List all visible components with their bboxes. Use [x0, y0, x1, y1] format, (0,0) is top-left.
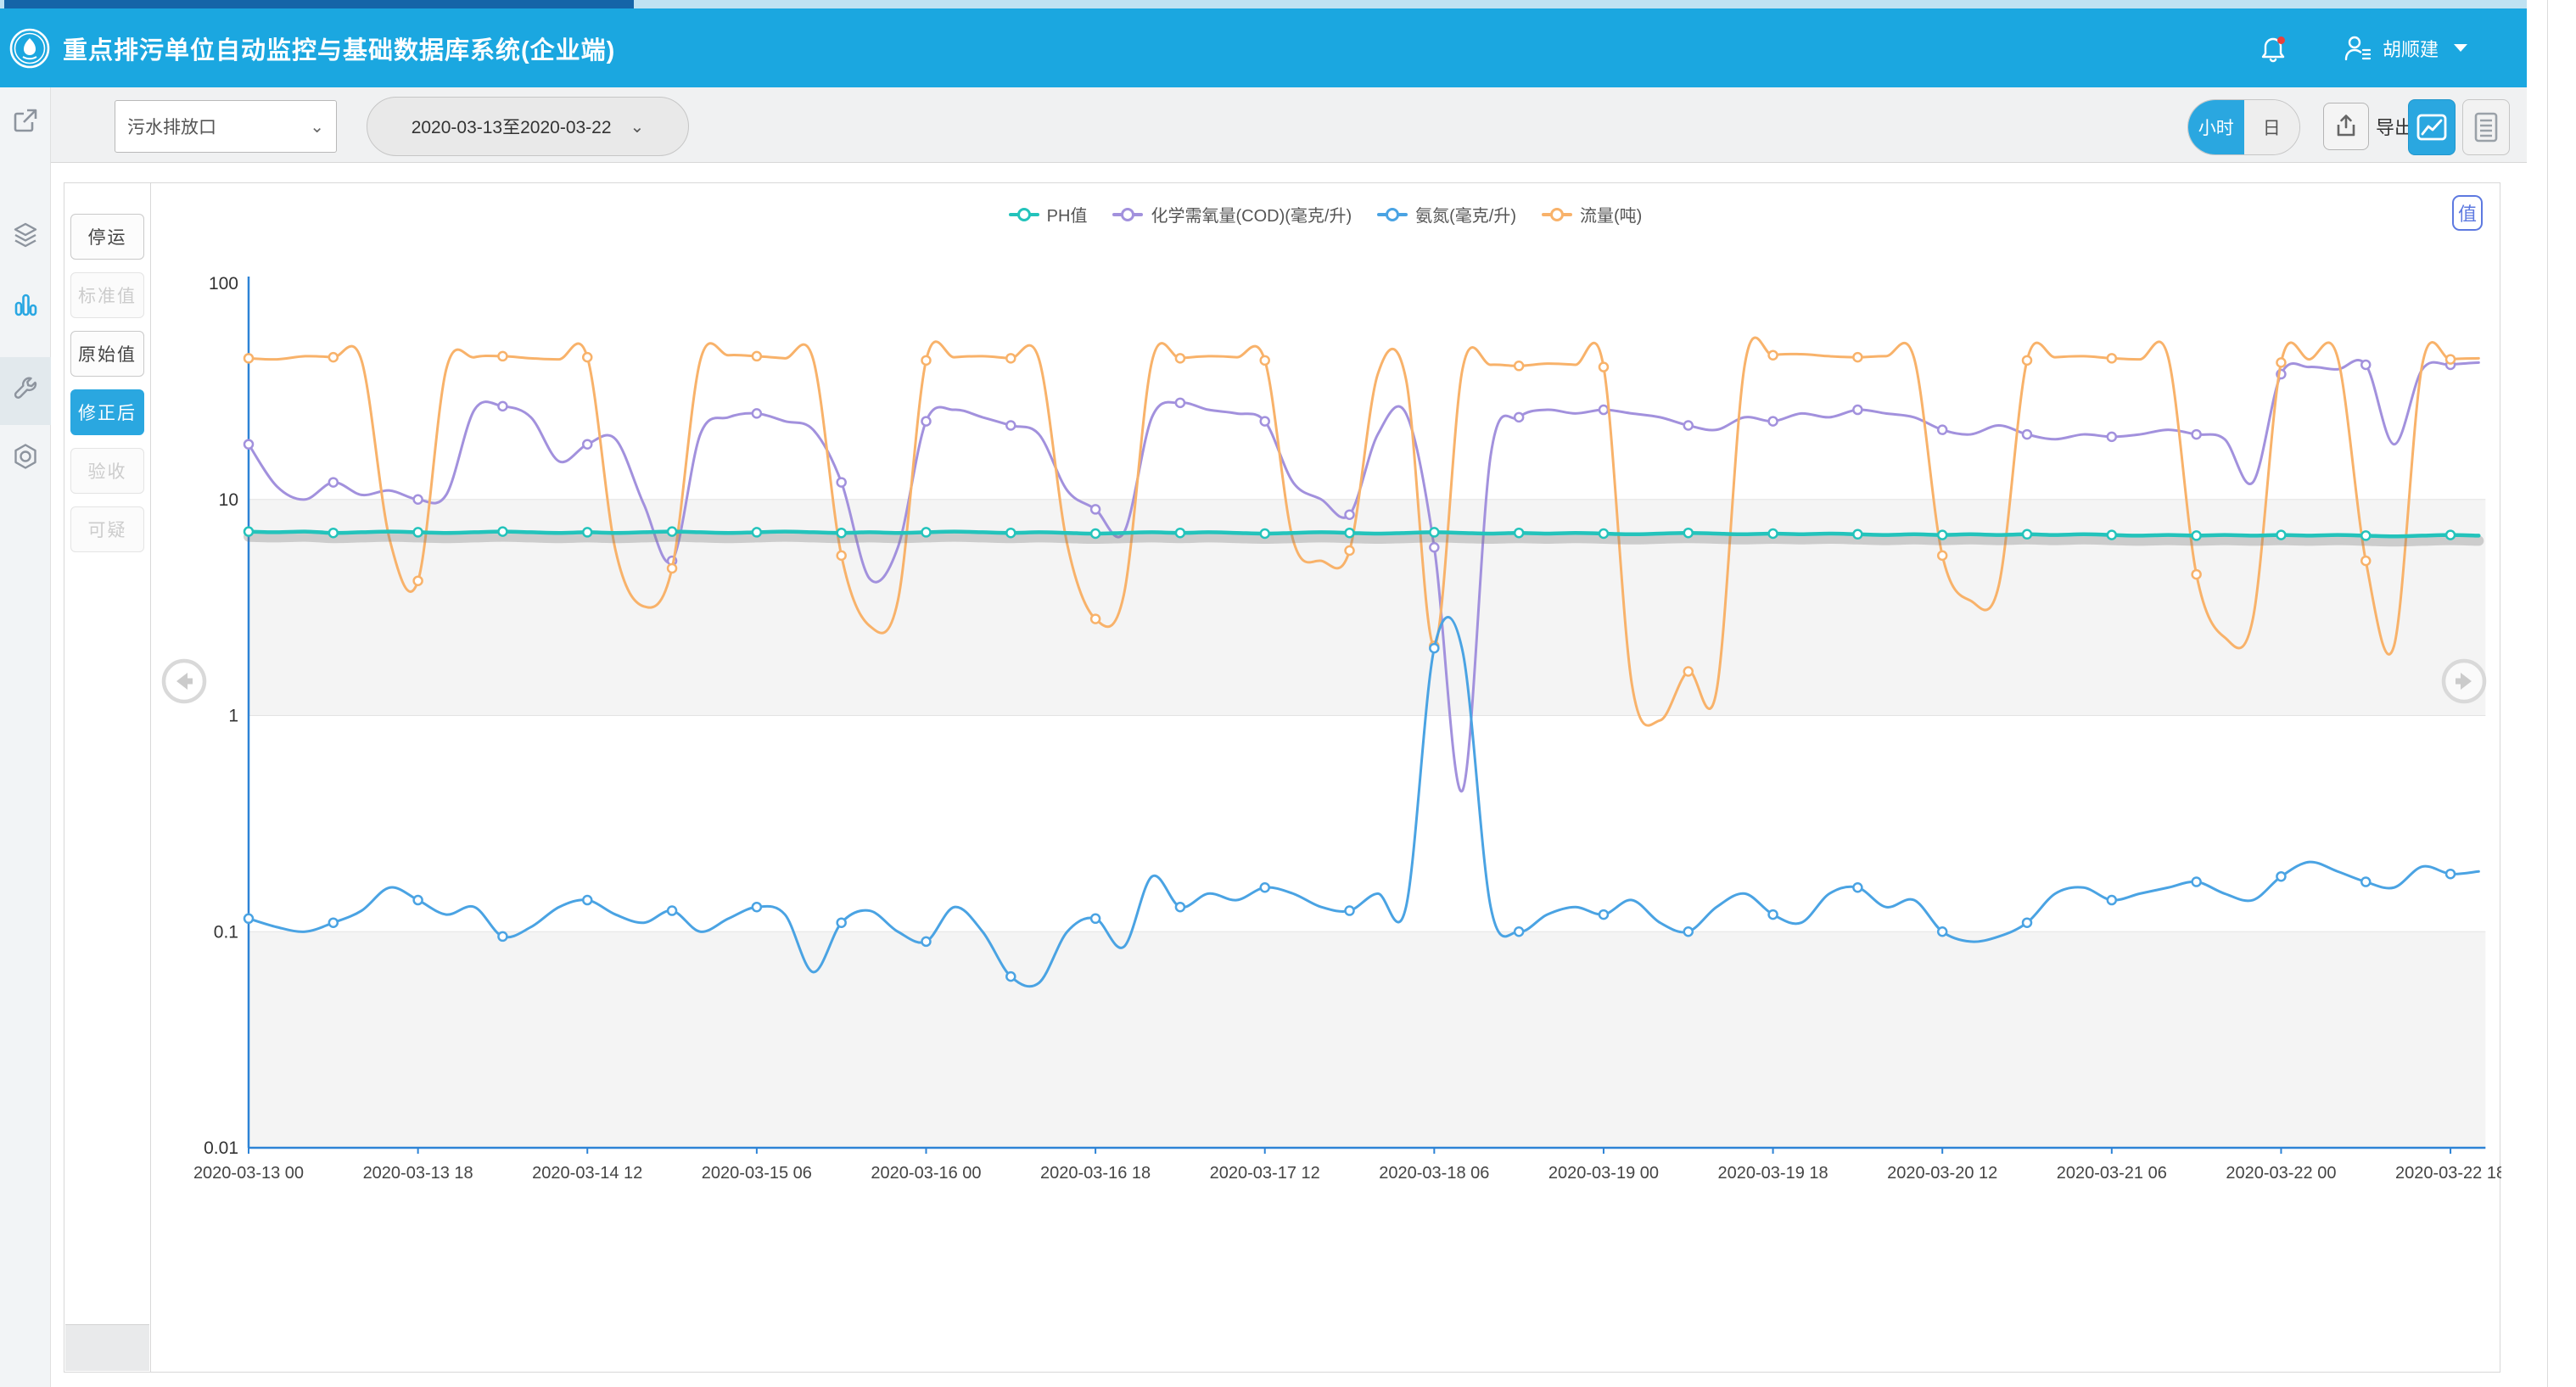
arrow-left-circle-icon: [161, 658, 207, 704]
upload-icon: [2337, 115, 2355, 137]
legend-label: 化学需氧量(COD)(毫克/升): [1151, 207, 1352, 226]
arrow-right-circle-icon: [2441, 658, 2487, 704]
svg-text:0.01: 0.01: [204, 1138, 238, 1158]
svg-text:2020-03-19 00: 2020-03-19 00: [1548, 1164, 1659, 1183]
bar-chart-icon[interactable]: [11, 291, 40, 320]
legend-item[interactable]: 化学需氧量(COD)(毫克/升): [1112, 202, 1352, 227]
window-top-strip: [0, 0, 2527, 8]
svg-text:2020-03-13 00: 2020-03-13 00: [193, 1164, 304, 1183]
svg-text:2020-03-13 18: 2020-03-13 18: [363, 1164, 473, 1183]
user-menu[interactable]: 胡顺建: [2344, 34, 2467, 63]
svg-text:2020-03-19 18: 2020-03-19 18: [1718, 1164, 1828, 1183]
chart-image-icon: [2416, 114, 2447, 141]
svg-text:2020-03-20 12: 2020-03-20 12: [1887, 1164, 1997, 1183]
app-logo: [9, 28, 50, 68]
svg-text:10: 10: [219, 490, 238, 510]
interval-day-button[interactable]: 日: [2243, 100, 2299, 154]
chart-legend: PH值 化学需氧量(COD)(毫克/升) 氨氮(毫克/升) 流量(吨): [151, 202, 2500, 227]
toolbar: 污水排放口 ⌄ 2020-03-13至2020-03-22 ⌄ 小时 日: [0, 87, 2527, 163]
legend-marker-icon: [1008, 212, 1039, 216]
interval-hour-button[interactable]: 小时: [2188, 100, 2244, 154]
filter-button-acceptance[interactable]: 验收: [70, 448, 144, 494]
svg-text:2020-03-18 06: 2020-03-18 06: [1379, 1164, 1489, 1183]
gear-icon[interactable]: [11, 442, 40, 471]
svg-text:2020-03-16 00: 2020-03-16 00: [871, 1164, 981, 1183]
chart-view-toggle[interactable]: [2408, 99, 2456, 155]
svg-text:2020-03-17 12: 2020-03-17 12: [1210, 1164, 1320, 1183]
legend-marker-icon: [1542, 212, 1572, 216]
sidebar: [0, 87, 51, 1387]
user-name: 胡顺建: [2382, 38, 2439, 60]
caret-down-icon: [2454, 44, 2467, 52]
page-title: 重点排污单位自动监控与基础数据库系统(企业端): [63, 36, 616, 64]
station-select[interactable]: 污水排放口 ⌄: [115, 100, 337, 153]
series-filter-panel: 停运 标准值 原始值 修正后 验收 可疑: [64, 182, 151, 1373]
svg-text:0.1: 0.1: [214, 922, 238, 942]
chart-panel: PH值 化学需氧量(COD)(毫克/升) 氨氮(毫克/升) 流量(吨) 值 100 10…: [151, 182, 2501, 1373]
legend-item[interactable]: 氨氮(毫克/升): [1377, 202, 1516, 227]
external-link-icon[interactable]: [11, 106, 40, 135]
header-right: 胡顺建: [2259, 33, 2467, 64]
scrollbar-track[interactable]: [2547, 0, 2548, 1387]
wrench-icon[interactable]: [11, 376, 40, 405]
legend-marker-icon: [1377, 212, 1408, 216]
bell-icon: [2261, 36, 2285, 62]
legend-label: 流量(吨): [1580, 207, 1643, 226]
chart-scroll-right-button[interactable]: [2439, 657, 2489, 706]
app-header: 重点排污单位自动监控与基础数据库系统(企业端) 胡顺建: [0, 8, 2527, 87]
svg-text:1: 1: [228, 707, 238, 726]
legend-label: 氨氮(毫克/升): [1415, 207, 1516, 226]
chevron-down-icon: ⌄: [310, 117, 324, 137]
notifications-button[interactable]: [2259, 33, 2288, 64]
svg-text:2020-03-22 00: 2020-03-22 00: [2226, 1164, 2336, 1183]
chart-scroll-left-button[interactable]: [160, 657, 209, 706]
user-icon: [2344, 36, 2372, 60]
svg-text:2020-03-14 12: 2020-03-14 12: [532, 1164, 642, 1183]
legend-marker-icon: [1112, 212, 1144, 216]
panel-footer-block: [65, 1324, 149, 1371]
filter-button-raw-value[interactable]: 原始值: [70, 331, 144, 377]
svg-text:100: 100: [209, 274, 238, 294]
interval-toggle: 小时 日: [2187, 99, 2300, 155]
svg-text:2020-03-15 06: 2020-03-15 06: [702, 1164, 812, 1183]
interval-hour-label: 小时: [2198, 119, 2234, 138]
legend-item[interactable]: PH值: [1008, 202, 1088, 227]
svg-text:2020-03-21 06: 2020-03-21 06: [2057, 1164, 2167, 1183]
export-button[interactable]: 导出: [2323, 103, 2413, 150]
export-label: 导出: [2376, 117, 2414, 138]
interval-day-label: 日: [2262, 119, 2281, 138]
filter-button-standard-value[interactable]: 标准值: [70, 272, 144, 318]
layers-icon[interactable]: [11, 221, 40, 250]
legend-label: PH值: [1046, 207, 1088, 226]
window-top-strip-segment: [4, 0, 634, 8]
filter-button-shutdown[interactable]: 停运: [70, 214, 144, 260]
legend-item[interactable]: 流量(吨): [1542, 202, 1642, 227]
date-range-select[interactable]: 2020-03-13至2020-03-22 ⌄: [367, 97, 689, 156]
filter-button-corrected[interactable]: 修正后: [70, 389, 144, 435]
svg-text:2020-03-22 18: 2020-03-22 18: [2395, 1164, 2501, 1183]
station-select-value: 污水排放口: [127, 118, 216, 137]
document-list-icon: [2474, 112, 2498, 143]
svg-text:2020-03-16 18: 2020-03-16 18: [1040, 1164, 1151, 1183]
filter-button-suspicious[interactable]: 可疑: [70, 506, 144, 552]
date-range-value: 2020-03-13至2020-03-22: [411, 118, 612, 137]
notification-badge: [2276, 36, 2285, 44]
chevron-down-icon: ⌄: [630, 117, 645, 137]
table-view-toggle[interactable]: [2462, 99, 2510, 155]
line-chart: 100 10 1 0.1 0.01 2020-03-13 00 2020-03-13 18 2…: [193, 274, 2501, 1183]
value-label-toggle-button[interactable]: 值: [2452, 195, 2483, 231]
